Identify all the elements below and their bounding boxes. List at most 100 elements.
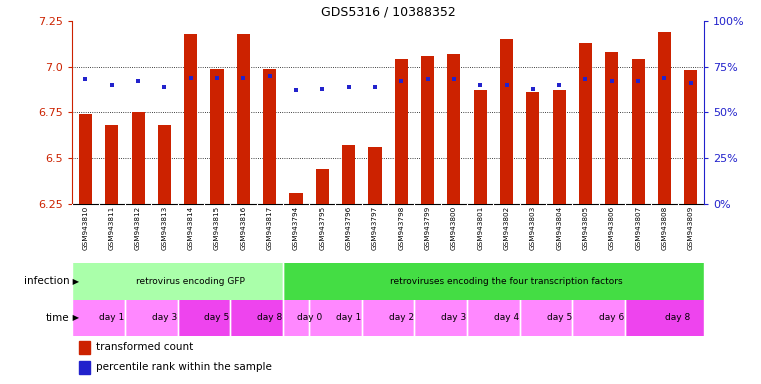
Text: GSM943808: GSM943808 bbox=[661, 205, 667, 250]
Text: ▶: ▶ bbox=[70, 277, 79, 286]
Text: GSM943800: GSM943800 bbox=[451, 205, 457, 250]
Bar bbox=[632, 60, 645, 204]
Text: day 5: day 5 bbox=[205, 313, 230, 322]
Bar bbox=[79, 114, 92, 204]
Bar bbox=[342, 145, 355, 204]
Text: day 4: day 4 bbox=[494, 313, 519, 322]
Bar bbox=[177, 300, 230, 336]
Text: GSM943806: GSM943806 bbox=[609, 205, 615, 250]
Bar bbox=[125, 300, 177, 336]
Text: infection: infection bbox=[24, 276, 69, 286]
Text: GSM943803: GSM943803 bbox=[530, 205, 536, 250]
Point bbox=[237, 74, 250, 81]
Bar bbox=[395, 60, 408, 204]
Point bbox=[685, 80, 697, 86]
Point bbox=[132, 78, 144, 84]
Bar bbox=[527, 92, 540, 204]
Text: GSM943798: GSM943798 bbox=[398, 205, 404, 250]
Text: retrovirus encoding GFP: retrovirus encoding GFP bbox=[136, 277, 245, 286]
Bar bbox=[316, 169, 329, 204]
Bar bbox=[467, 300, 520, 336]
Text: GSM943809: GSM943809 bbox=[688, 205, 694, 250]
Bar bbox=[473, 90, 487, 204]
Text: day 8: day 8 bbox=[257, 313, 282, 322]
Point bbox=[579, 76, 591, 83]
Text: day 8: day 8 bbox=[665, 313, 690, 322]
Point bbox=[606, 78, 618, 84]
Point bbox=[185, 74, 197, 81]
Text: GSM943812: GSM943812 bbox=[135, 205, 141, 250]
Text: day 3: day 3 bbox=[441, 313, 466, 322]
Text: GSM943801: GSM943801 bbox=[477, 205, 483, 250]
Bar bbox=[658, 32, 671, 204]
Point bbox=[658, 74, 670, 81]
Text: retroviruses encoding the four transcription factors: retroviruses encoding the four transcrip… bbox=[390, 277, 622, 286]
Text: GSM943816: GSM943816 bbox=[240, 205, 247, 250]
Text: GSM943810: GSM943810 bbox=[82, 205, 88, 250]
Point bbox=[263, 73, 275, 79]
Text: GSM943814: GSM943814 bbox=[188, 205, 194, 250]
Bar bbox=[447, 54, 460, 204]
Bar bbox=[500, 39, 513, 204]
Point bbox=[395, 78, 407, 84]
Point bbox=[211, 74, 223, 81]
Bar bbox=[105, 125, 119, 204]
Bar bbox=[572, 300, 625, 336]
Text: day 1: day 1 bbox=[336, 313, 361, 322]
Text: GSM943813: GSM943813 bbox=[161, 205, 167, 250]
Bar bbox=[415, 300, 467, 336]
Bar bbox=[231, 300, 283, 336]
Text: GSM943799: GSM943799 bbox=[425, 205, 431, 250]
Text: GSM943807: GSM943807 bbox=[635, 205, 641, 250]
Point bbox=[474, 82, 486, 88]
Text: day 5: day 5 bbox=[546, 313, 572, 322]
Bar bbox=[309, 300, 361, 336]
Text: day 6: day 6 bbox=[599, 313, 625, 322]
Point bbox=[369, 84, 381, 90]
Text: day 3: day 3 bbox=[151, 313, 177, 322]
Point bbox=[632, 78, 645, 84]
Point bbox=[422, 76, 434, 83]
Bar bbox=[361, 300, 415, 336]
Bar bbox=[684, 70, 697, 204]
Point bbox=[342, 84, 355, 90]
Text: GSM943811: GSM943811 bbox=[109, 205, 115, 250]
Point bbox=[79, 76, 91, 83]
Bar bbox=[368, 147, 381, 204]
Text: day 0: day 0 bbox=[297, 313, 322, 322]
Bar bbox=[158, 125, 171, 204]
Point bbox=[106, 82, 118, 88]
Text: transformed count: transformed count bbox=[97, 343, 193, 353]
Bar bbox=[211, 68, 224, 204]
Bar bbox=[605, 52, 619, 204]
Text: day 2: day 2 bbox=[389, 313, 414, 322]
Point bbox=[158, 84, 170, 90]
Point bbox=[290, 88, 302, 94]
Bar bbox=[421, 56, 435, 204]
Text: GSM943796: GSM943796 bbox=[345, 205, 352, 250]
Bar bbox=[184, 34, 197, 204]
Bar bbox=[237, 34, 250, 204]
Text: day 1: day 1 bbox=[99, 313, 124, 322]
Text: GSM943804: GSM943804 bbox=[556, 205, 562, 250]
Bar bbox=[283, 263, 704, 300]
Bar bbox=[72, 263, 283, 300]
Text: GSM943794: GSM943794 bbox=[293, 205, 299, 250]
Point bbox=[317, 86, 329, 92]
Point bbox=[447, 76, 460, 83]
Text: GSM943805: GSM943805 bbox=[582, 205, 588, 250]
Bar bbox=[520, 300, 572, 336]
Text: time: time bbox=[46, 313, 69, 323]
Bar bbox=[625, 300, 704, 336]
Bar bbox=[78, 361, 90, 374]
Bar bbox=[552, 90, 565, 204]
Text: GSM943802: GSM943802 bbox=[504, 205, 510, 250]
Bar bbox=[289, 193, 303, 204]
Text: GSM943797: GSM943797 bbox=[372, 205, 378, 250]
Text: GSM943815: GSM943815 bbox=[214, 205, 220, 250]
Text: GSM943817: GSM943817 bbox=[266, 205, 272, 250]
Bar bbox=[263, 68, 276, 204]
Bar bbox=[579, 43, 592, 204]
Bar bbox=[132, 112, 145, 204]
Text: GSM943795: GSM943795 bbox=[320, 205, 325, 250]
